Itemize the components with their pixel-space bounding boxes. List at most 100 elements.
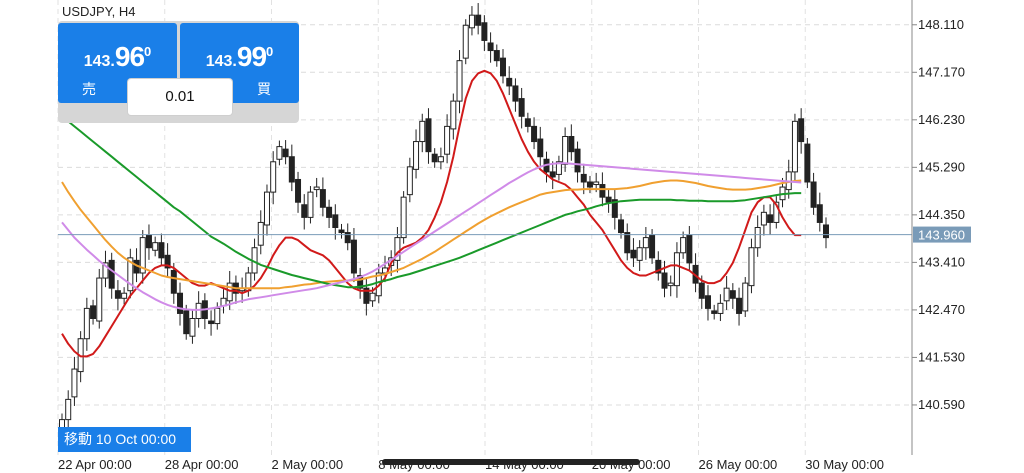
candle-body <box>655 259 662 274</box>
candle-body <box>680 237 687 254</box>
indicator-lines <box>61 69 802 358</box>
candle-body <box>295 178 302 203</box>
y-tick-label: 143.410 <box>918 254 965 269</box>
candle-body <box>108 259 115 289</box>
moving-average-line-violet <box>61 162 802 311</box>
candle-body <box>586 181 593 188</box>
candle-body <box>611 199 618 218</box>
buy-button[interactable]: 143.990 買 <box>180 23 299 103</box>
candle-body <box>437 156 444 163</box>
candle-body <box>562 136 569 165</box>
candle-body <box>729 290 736 299</box>
candle-body <box>96 277 103 322</box>
navigation-badge[interactable]: 移動 10 Oct 00:00 <box>58 427 191 452</box>
candle-body <box>257 221 264 246</box>
candle-body <box>400 196 407 239</box>
candle-body <box>444 125 451 155</box>
moving-average-line-orange <box>61 179 802 290</box>
candle-body <box>736 297 743 314</box>
candle-body <box>748 247 755 287</box>
candle-body <box>468 14 475 29</box>
candle-body <box>524 118 531 127</box>
buy-price: 143.990 <box>205 41 274 72</box>
candle-body <box>139 237 146 274</box>
candle-body <box>531 125 538 143</box>
candle-body <box>270 161 277 193</box>
candle-body <box>823 224 829 239</box>
candle-body <box>636 247 643 261</box>
candle-body <box>642 237 649 249</box>
candle-body <box>661 272 668 289</box>
candle-body <box>363 287 370 304</box>
candle-body <box>599 184 606 198</box>
sell-label: 売 <box>82 81 96 97</box>
one-click-trading-panel: 143.960 売 143.990 買 0.01 <box>58 21 299 123</box>
candle-body <box>673 252 680 287</box>
candle-body <box>357 275 364 289</box>
candle-body <box>326 206 333 218</box>
candle-body <box>164 254 171 269</box>
candle-body <box>152 242 159 251</box>
candle-body <box>767 214 774 223</box>
candle-body <box>574 148 581 173</box>
candle-body <box>804 143 811 183</box>
candle-body <box>481 22 488 41</box>
candle-body <box>406 166 413 196</box>
candle-body <box>121 292 128 299</box>
candle-body <box>288 156 295 183</box>
candle-body <box>717 302 724 314</box>
candle-body <box>723 287 730 302</box>
candlesticks <box>59 3 829 436</box>
moving-average-line-red <box>61 69 802 358</box>
x-tick-label: 30 May 00:00 <box>805 457 884 472</box>
sell-price: 143.960 <box>83 41 152 72</box>
candle-body <box>810 181 817 208</box>
candle-body <box>624 232 631 254</box>
current-price-label: 143.960 <box>918 228 965 243</box>
candle-body <box>593 181 600 186</box>
candle-body <box>189 318 196 337</box>
candle-body <box>754 227 761 249</box>
candle-body <box>605 196 612 203</box>
x-tick-label: 22 Apr 00:00 <box>58 457 132 472</box>
candle-body <box>462 24 469 59</box>
x-tick-label: 28 Apr 00:00 <box>165 457 239 472</box>
candle-body <box>816 204 823 223</box>
candle-body <box>301 204 308 218</box>
candle-body <box>456 60 463 102</box>
chart-scrollbar[interactable] <box>382 459 640 465</box>
candle-body <box>704 295 711 309</box>
candle-body <box>145 234 152 249</box>
candle-body <box>195 302 202 320</box>
candle-body <box>369 292 376 302</box>
candle-body <box>518 98 525 117</box>
candle-body <box>618 219 625 234</box>
candle-body <box>630 249 637 259</box>
candle-body <box>649 234 656 259</box>
candle-body <box>425 118 432 153</box>
x-tick-label: 2 May 00:00 <box>272 457 344 472</box>
candle-body <box>344 232 351 244</box>
candle-body <box>711 310 718 314</box>
candle-body <box>332 214 339 229</box>
moving-average-line-green <box>61 115 802 289</box>
candle-body <box>170 269 177 294</box>
candle-body <box>413 141 420 170</box>
candle-body <box>555 161 562 175</box>
x-tick-label: 26 May 00:00 <box>699 457 778 472</box>
candle-body <box>760 211 767 226</box>
candle-body <box>537 138 544 158</box>
candle-body <box>798 118 805 143</box>
y-tick-label: 144.350 <box>918 207 965 222</box>
candle-body <box>83 307 90 340</box>
price-axis: 148.110 147.170 146.230 145.290 144.350 143.4… <box>912 17 965 412</box>
candle-body <box>475 14 482 26</box>
candle-body <box>282 148 289 158</box>
lot-size-input[interactable]: 0.01 <box>128 79 232 115</box>
candle-body <box>742 282 749 312</box>
candle-body <box>102 262 109 279</box>
candle-body <box>319 189 326 208</box>
candle-body <box>263 191 270 226</box>
candle-body <box>338 229 345 234</box>
candle-body <box>177 292 184 314</box>
